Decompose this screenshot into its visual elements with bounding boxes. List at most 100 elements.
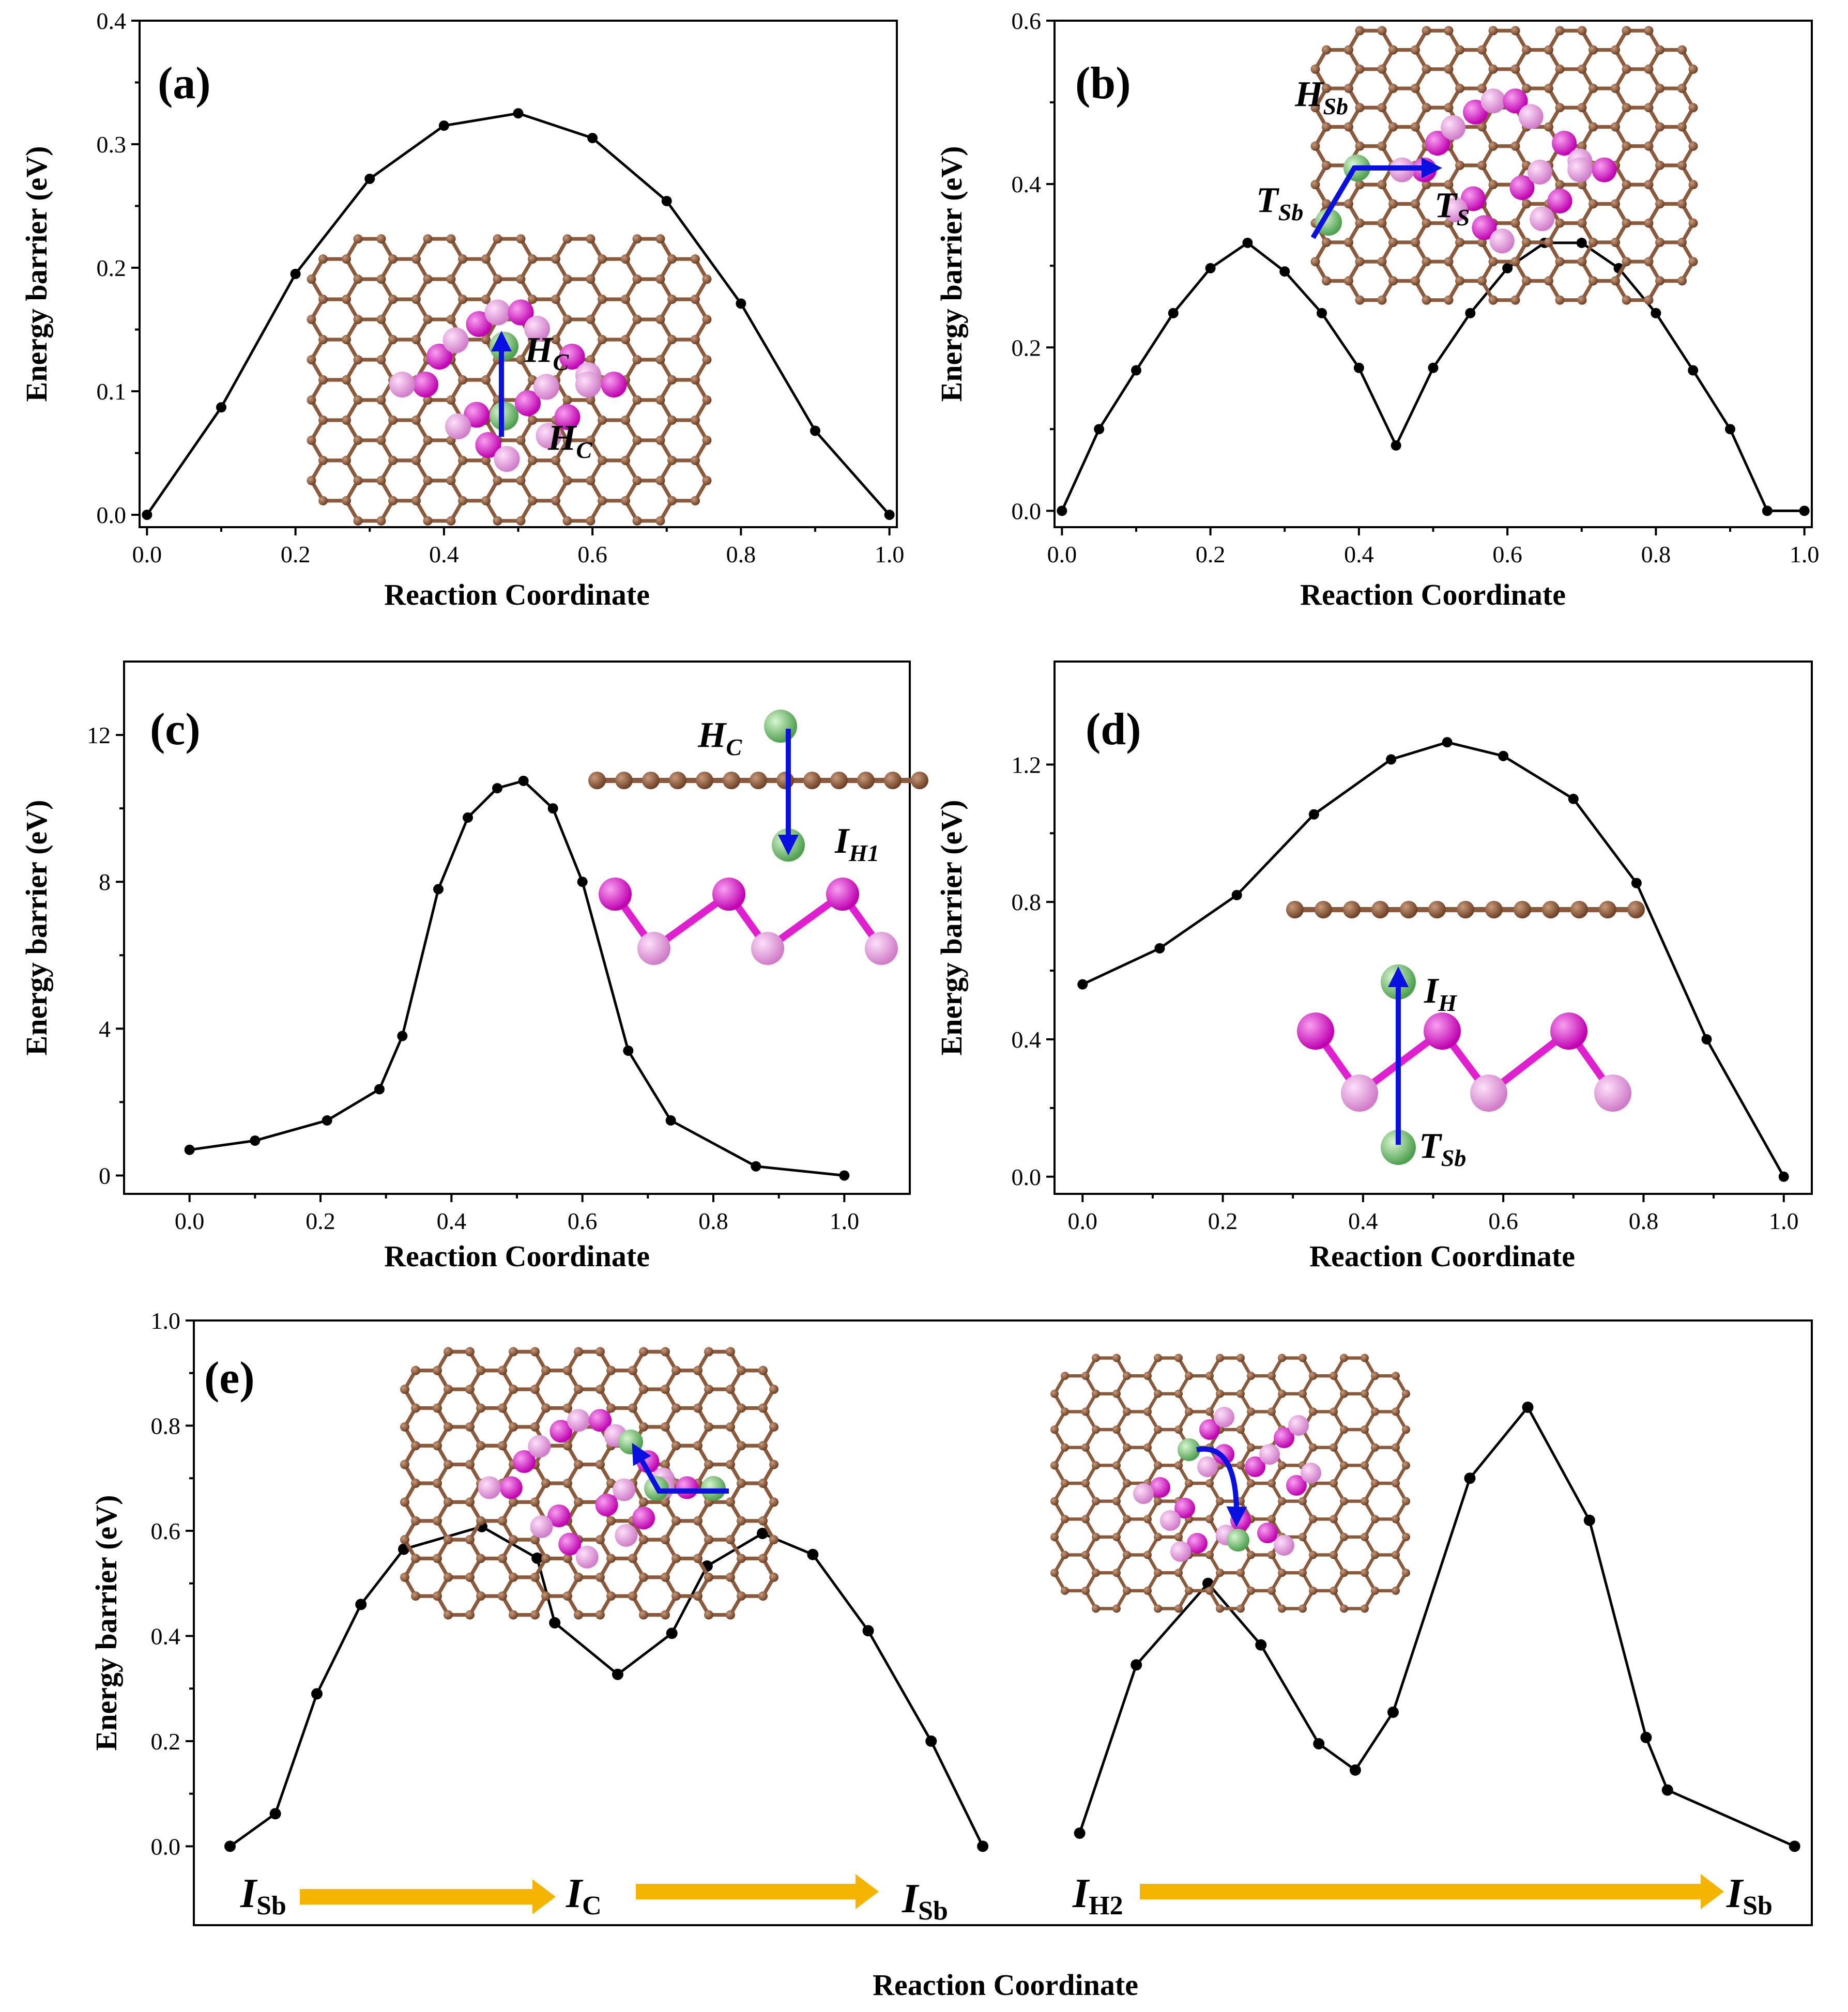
carbon-atom (1123, 1515, 1131, 1524)
carbon-atom (1236, 1354, 1245, 1362)
plot-frame (1053, 661, 1813, 1195)
carbon-atom (1310, 64, 1320, 74)
carbon-atom (1340, 1569, 1348, 1577)
carbon-atom (1061, 1479, 1069, 1487)
carbon-atom (1655, 45, 1664, 55)
carbon-atom (1143, 1372, 1152, 1380)
carbon-atom (661, 1497, 670, 1507)
sb-atom (1592, 157, 1617, 182)
carbon-atom (1510, 295, 1520, 305)
hydrogen-atom (618, 1430, 643, 1454)
carbon-atom (1388, 276, 1398, 286)
carbon-atom (1400, 901, 1417, 918)
carbon-atom (1589, 84, 1598, 94)
carbon-atom (639, 1572, 648, 1582)
sb-atom (599, 878, 632, 911)
carbon-atom (307, 274, 316, 284)
carbon-atom (516, 234, 526, 244)
carbon-atom (704, 1610, 713, 1620)
structure-inset (1310, 26, 1698, 305)
carbon-atom (1112, 1532, 1121, 1541)
carbon-atom (1402, 1569, 1410, 1577)
carbon-atom (1392, 1550, 1400, 1559)
carbon-atom (1299, 1604, 1307, 1613)
carbon-atom (1092, 1497, 1100, 1506)
carbon-atom (1589, 45, 1598, 55)
data-point (1640, 1731, 1652, 1743)
carbon-atom (509, 1497, 518, 1507)
carbon-atom (458, 375, 467, 385)
data-point (433, 884, 444, 895)
carbon-atom (1061, 1372, 1069, 1380)
carbon-atom (433, 1591, 442, 1601)
carbon-atom (342, 455, 351, 465)
carbon-atom (639, 1422, 648, 1432)
data-point (355, 1599, 367, 1610)
data-point (1465, 308, 1476, 318)
carbon-atom (1143, 1550, 1152, 1559)
carbon-atom (1428, 901, 1446, 918)
carbon-atom (758, 1365, 768, 1375)
carbon-atom (1522, 276, 1531, 286)
y-tick-label: 12 (87, 722, 111, 748)
carbon-atom (353, 475, 363, 485)
carbon-atom (655, 395, 665, 405)
sb-atom (508, 299, 534, 326)
pathway-arrows (300, 1874, 1724, 1914)
carbon-atom (1477, 45, 1487, 55)
y-tick-label: 0.8 (151, 1412, 181, 1439)
pathway-label-isb-end: ISb (1726, 1871, 1773, 1921)
sb-atom (1424, 1012, 1461, 1050)
series (1077, 737, 1789, 1182)
carbon-atom (1236, 1569, 1245, 1577)
carbon-atom (661, 1610, 670, 1620)
carbon-atom (1388, 122, 1398, 132)
carbon-atom (1599, 901, 1616, 918)
y-tick-label: 0.0 (151, 1833, 181, 1860)
sb-atom (1567, 157, 1593, 182)
sb-atom (442, 327, 469, 354)
carbon-atom (1555, 64, 1565, 74)
carbon-atom (1477, 237, 1487, 247)
carbon-atom (586, 315, 595, 325)
carbon-atom (758, 1516, 768, 1526)
sb-atom (1527, 159, 1552, 185)
carbon-atom (1361, 1389, 1369, 1398)
data-point (1464, 1472, 1476, 1484)
carbon-atom (1611, 237, 1620, 247)
data-point (290, 269, 301, 279)
carbon-atom (1589, 276, 1598, 286)
carbon-atom (1185, 1407, 1193, 1416)
carbon-atom (465, 1572, 475, 1582)
carbon-atom (562, 315, 572, 325)
data-point (518, 775, 529, 786)
hydrogen-atom (1315, 209, 1342, 236)
carbon-atom (667, 254, 677, 264)
data-point (612, 1668, 623, 1680)
carbon-atom (563, 1554, 572, 1563)
data-point (269, 1808, 281, 1820)
plot-frame (193, 1319, 1813, 1926)
data-point (1387, 1706, 1399, 1718)
carbon-atom (1371, 1479, 1379, 1487)
carbon-atom (606, 1365, 616, 1375)
carbon-atom (1589, 199, 1598, 209)
y-tick-label: 4 (99, 1016, 111, 1042)
carbon-atom (307, 475, 316, 485)
carbon-atom (702, 274, 712, 284)
carbon-atom (693, 1516, 702, 1526)
y-tick-label: 0.4 (97, 8, 127, 34)
hydrogen-atom (764, 710, 797, 743)
data-point (665, 1115, 676, 1126)
data-point (884, 510, 895, 520)
carbon-atom (606, 1591, 616, 1601)
data-point (757, 1528, 769, 1540)
carbon-atom (1344, 199, 1353, 209)
carbon-atom (1247, 1586, 1255, 1595)
carbon-atom (307, 355, 316, 365)
carbon-atom (1081, 1372, 1090, 1380)
carbon-atom (1392, 1407, 1400, 1416)
carbon-atom (465, 1460, 475, 1469)
carbon-atom (726, 1347, 735, 1357)
carbon-atom (1622, 64, 1631, 74)
